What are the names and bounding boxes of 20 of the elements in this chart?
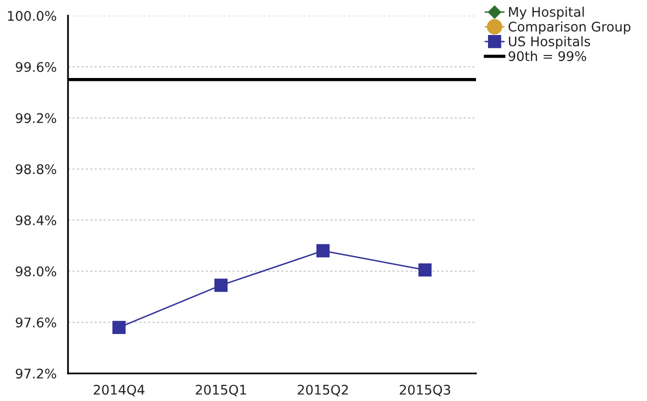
y-tick-label: 98.0% (16, 266, 56, 276)
x-tick-label: 2015Q2 (298, 384, 348, 396)
y-tick-label: 100.0% (8, 10, 56, 21)
y-tick-label: 99.6% (16, 62, 56, 72)
legend-label: US Hospitals (508, 36, 590, 49)
x-tick-label: 2015Q1 (196, 384, 246, 396)
x-tick-label: 2014Q4 (94, 384, 144, 396)
y-tick-label: 97.6% (16, 318, 56, 328)
y-tick-label: 99.2% (16, 113, 56, 124)
legend-label: 90th = 99% (508, 50, 586, 62)
legend-label: My Hospital (509, 6, 584, 20)
y-tick-label: 97.2% (16, 368, 56, 379)
point (214, 278, 228, 292)
y-tick-label: 98.8% (16, 164, 56, 174)
point (112, 320, 126, 334)
y-tick-label: 98.4% (16, 215, 56, 226)
point (418, 263, 432, 277)
point (316, 244, 330, 258)
legend-label: Comparison Group (508, 21, 630, 34)
x-tick-label: 2015Q3 (400, 384, 450, 396)
